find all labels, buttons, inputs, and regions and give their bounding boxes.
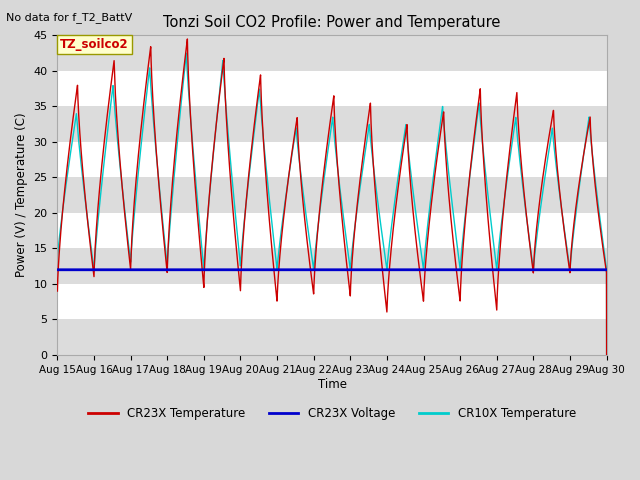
Text: TZ_soilco2: TZ_soilco2	[60, 38, 129, 51]
Bar	[58, 107, 607, 142]
Text: No data for f_T2_BattV: No data for f_T2_BattV	[6, 12, 132, 23]
Bar	[58, 249, 607, 284]
X-axis label: Time: Time	[317, 377, 346, 391]
Title: Tonzi Soil CO2 Profile: Power and Temperature: Tonzi Soil CO2 Profile: Power and Temper…	[163, 15, 500, 30]
Bar	[58, 178, 607, 213]
Legend: CR23X Temperature, CR23X Voltage, CR10X Temperature: CR23X Temperature, CR23X Voltage, CR10X …	[83, 402, 580, 425]
Bar	[58, 36, 607, 71]
Y-axis label: Power (V) / Temperature (C): Power (V) / Temperature (C)	[15, 113, 28, 277]
Bar	[58, 320, 607, 355]
